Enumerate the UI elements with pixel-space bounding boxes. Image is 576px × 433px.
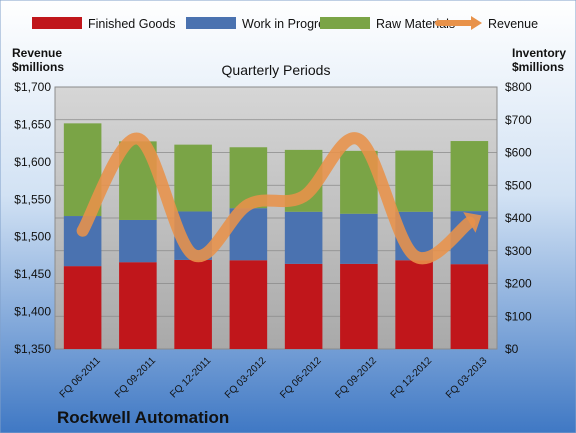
- legend-label-revenue: Revenue: [488, 17, 538, 31]
- left-tick-label: $1,550: [14, 192, 51, 206]
- right-tick-label: $700: [505, 113, 532, 127]
- legend-swatch-work-in-progress: [186, 17, 236, 29]
- company-name: Rockwell Automation: [57, 408, 229, 427]
- bar-finished-goods: [174, 259, 212, 349]
- right-tick-label: $500: [505, 178, 532, 192]
- legend-swatch-finished-goods: [32, 17, 82, 29]
- bar-finished-goods: [395, 260, 433, 349]
- left-tick-label: $1,450: [14, 267, 51, 281]
- legend-swatch-revenue-arrow: [471, 16, 482, 30]
- legend-label-work-in-progress: Work in Progress: [242, 17, 338, 31]
- bar-finished-goods: [340, 263, 378, 349]
- left-tick-label: $1,350: [14, 342, 51, 356]
- bar-raw-materials: [174, 144, 212, 212]
- right-tick-label: $400: [505, 211, 532, 225]
- legend: Finished Goods Work in Progress Raw Mate…: [32, 16, 538, 31]
- left-tick-label: $1,650: [14, 117, 51, 131]
- bar-raw-materials: [395, 150, 433, 212]
- left-tick-label: $1,500: [14, 230, 51, 244]
- right-axis-title-line1: Inventory: [512, 46, 566, 60]
- legend-swatch-raw-materials: [320, 17, 370, 29]
- chart-title: Quarterly Periods: [222, 62, 331, 78]
- right-tick-label: $200: [505, 277, 532, 291]
- bar-finished-goods: [229, 260, 268, 349]
- left-axis-title-line1: Revenue: [12, 46, 62, 60]
- right-tick-label: $100: [505, 309, 532, 323]
- revenue-series: [76, 132, 482, 265]
- bar-work-in-progress: [340, 213, 378, 264]
- legend-label-raw-materials: Raw Materials: [376, 17, 455, 31]
- left-tick-label: $1,600: [14, 155, 51, 169]
- right-tick-label: $800: [505, 80, 532, 94]
- bar-finished-goods: [119, 262, 157, 349]
- right-tick-label: $300: [505, 244, 532, 258]
- left-axis-title-line2: $millions: [12, 60, 64, 74]
- right-tick-label: $0: [505, 342, 519, 356]
- right-axis-ticks: $0 $100 $200 $300 $400 $500 $600 $700 $800: [505, 80, 532, 356]
- revenue-line: [76, 132, 476, 265]
- left-tick-label: $1,400: [14, 305, 51, 319]
- bar-raw-materials: [450, 141, 489, 212]
- legend-label-finished-goods: Finished Goods: [88, 17, 176, 31]
- bar-finished-goods: [450, 264, 489, 349]
- bar-work-in-progress: [119, 219, 157, 263]
- right-axis-title-line2: $millions: [512, 60, 564, 74]
- right-tick-label: $600: [505, 146, 532, 160]
- left-axis-ticks: $1,350 $1,400 $1,450 $1,500 $1,550 $1,600 $1,6…: [14, 80, 51, 356]
- bar-work-in-progress: [284, 211, 323, 264]
- bar-finished-goods: [63, 266, 102, 349]
- revenue-arrowhead: [463, 212, 482, 233]
- left-tick-label: $1,700: [14, 80, 51, 94]
- bar-finished-goods: [284, 263, 323, 349]
